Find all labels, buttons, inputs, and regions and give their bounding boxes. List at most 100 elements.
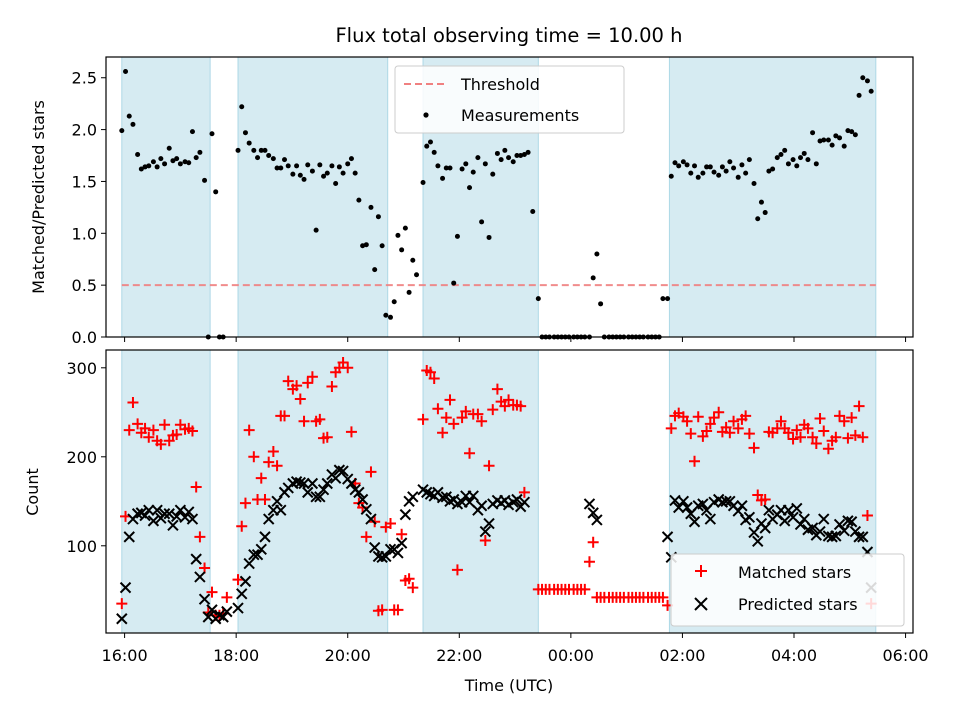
measurement-point — [852, 132, 858, 138]
predicted-star-point — [302, 486, 314, 499]
measurement-point — [383, 312, 389, 318]
matched-star-point — [294, 393, 306, 405]
measurement-point — [266, 153, 272, 159]
measurement-point — [470, 169, 476, 175]
measurement-point — [274, 165, 280, 171]
measurement-point — [368, 204, 374, 210]
matched-star-point — [365, 466, 377, 478]
matched-star-point — [732, 422, 744, 434]
matched-star-point — [428, 372, 440, 384]
matched-star-point — [795, 431, 807, 443]
measurement-point — [435, 163, 441, 169]
predicted-star-point — [720, 495, 732, 507]
matched-star-point — [787, 433, 799, 445]
measurement-point — [424, 143, 430, 149]
predicted-star-point — [677, 495, 690, 507]
matched-star-point — [587, 536, 599, 548]
measurement-point — [146, 163, 152, 169]
predicted-star-point — [143, 504, 155, 516]
predicted-stars-points — [116, 464, 877, 625]
predicted-star-point — [583, 498, 596, 510]
predicted-star-point — [673, 501, 685, 514]
matched-star-point — [759, 494, 771, 506]
matched-star-point — [255, 472, 267, 484]
measurement-point — [166, 145, 172, 151]
observing-window — [121, 56, 211, 338]
matched-star-point — [472, 408, 484, 420]
measurement-point — [123, 69, 129, 75]
top-y-tick-label: 0.5 — [72, 276, 97, 295]
matched-star-point — [748, 442, 760, 454]
measurement-point — [494, 150, 500, 156]
predicted-star-point — [407, 491, 419, 503]
matched-star-point — [818, 425, 830, 437]
measurement-point — [130, 121, 136, 127]
predicted-star-point — [704, 513, 717, 525]
measurement-point — [798, 155, 804, 161]
predicted-star-point — [248, 548, 260, 561]
measurement-point — [387, 314, 393, 320]
matched-star-point — [518, 486, 530, 498]
measurement-point — [598, 301, 604, 307]
matched-star-point — [583, 556, 595, 568]
predicted-star-point — [353, 486, 365, 499]
matched-star-point — [432, 403, 444, 415]
matched-star-point — [239, 497, 251, 509]
measurement-point — [711, 169, 717, 175]
observing-window — [237, 56, 389, 338]
measurement-point — [758, 199, 764, 205]
matched-star-point — [147, 424, 159, 436]
measurement-point — [829, 142, 835, 148]
predicted-star-point — [317, 484, 330, 496]
measurement-point — [414, 272, 420, 278]
predicted-star-point — [262, 513, 275, 525]
predicted-star-point — [661, 531, 674, 543]
matched-star-point — [291, 380, 303, 392]
measurement-point — [778, 151, 784, 157]
predicted-star-point — [368, 541, 381, 554]
observing-window — [668, 56, 877, 338]
predicted-star-point — [119, 581, 132, 594]
measurement-point — [379, 243, 385, 249]
matched-star-point — [384, 518, 396, 530]
matched-star-point — [259, 494, 271, 506]
matched-star-point — [159, 419, 171, 431]
matched-star-point — [267, 445, 279, 457]
x-tick-label: 02:00 — [659, 646, 705, 665]
matched-star-point — [248, 451, 260, 463]
measurement-point — [119, 128, 125, 134]
matched-star-point — [376, 604, 388, 616]
legend-measurements-label: Measurements — [461, 106, 579, 125]
bottom-panel: 100 200 300 16:00 18:00 20:00 22:00 00:00 02:00… — [23, 349, 929, 695]
measurement-point — [309, 168, 315, 174]
measurement-point — [751, 181, 757, 187]
measurement-point — [177, 161, 183, 167]
matched-star-point — [807, 431, 819, 443]
matched-star-point — [491, 383, 503, 395]
measurement-point — [688, 170, 694, 176]
matched-star-point — [791, 424, 803, 436]
observing-window — [237, 349, 389, 634]
x-tick-label: 00:00 — [548, 646, 594, 665]
matched-star-point — [298, 415, 310, 427]
matched-star-point — [314, 413, 326, 425]
matched-star-point — [464, 447, 476, 459]
measurement-point — [704, 164, 710, 170]
measurement-point — [313, 227, 319, 233]
top-legend-box — [394, 65, 625, 134]
x-tick-label: 04:00 — [771, 646, 817, 665]
measurement-point — [372, 267, 378, 273]
measurement-point — [170, 158, 176, 164]
legend-matched-label: Matched stars — [738, 563, 851, 582]
measurement-point — [766, 168, 772, 174]
predicted-star-point — [139, 509, 151, 522]
predicted-star-point — [147, 515, 160, 527]
matched-star-point — [448, 418, 460, 430]
bottom-legend: Matched stars Predicted stars — [670, 553, 905, 627]
matched-star-point — [127, 397, 139, 409]
matched-star-point — [822, 443, 834, 455]
measurement-point — [150, 159, 156, 165]
measurement-point — [189, 129, 195, 135]
matched-star-point — [460, 405, 472, 417]
matched-star-point — [782, 427, 794, 439]
